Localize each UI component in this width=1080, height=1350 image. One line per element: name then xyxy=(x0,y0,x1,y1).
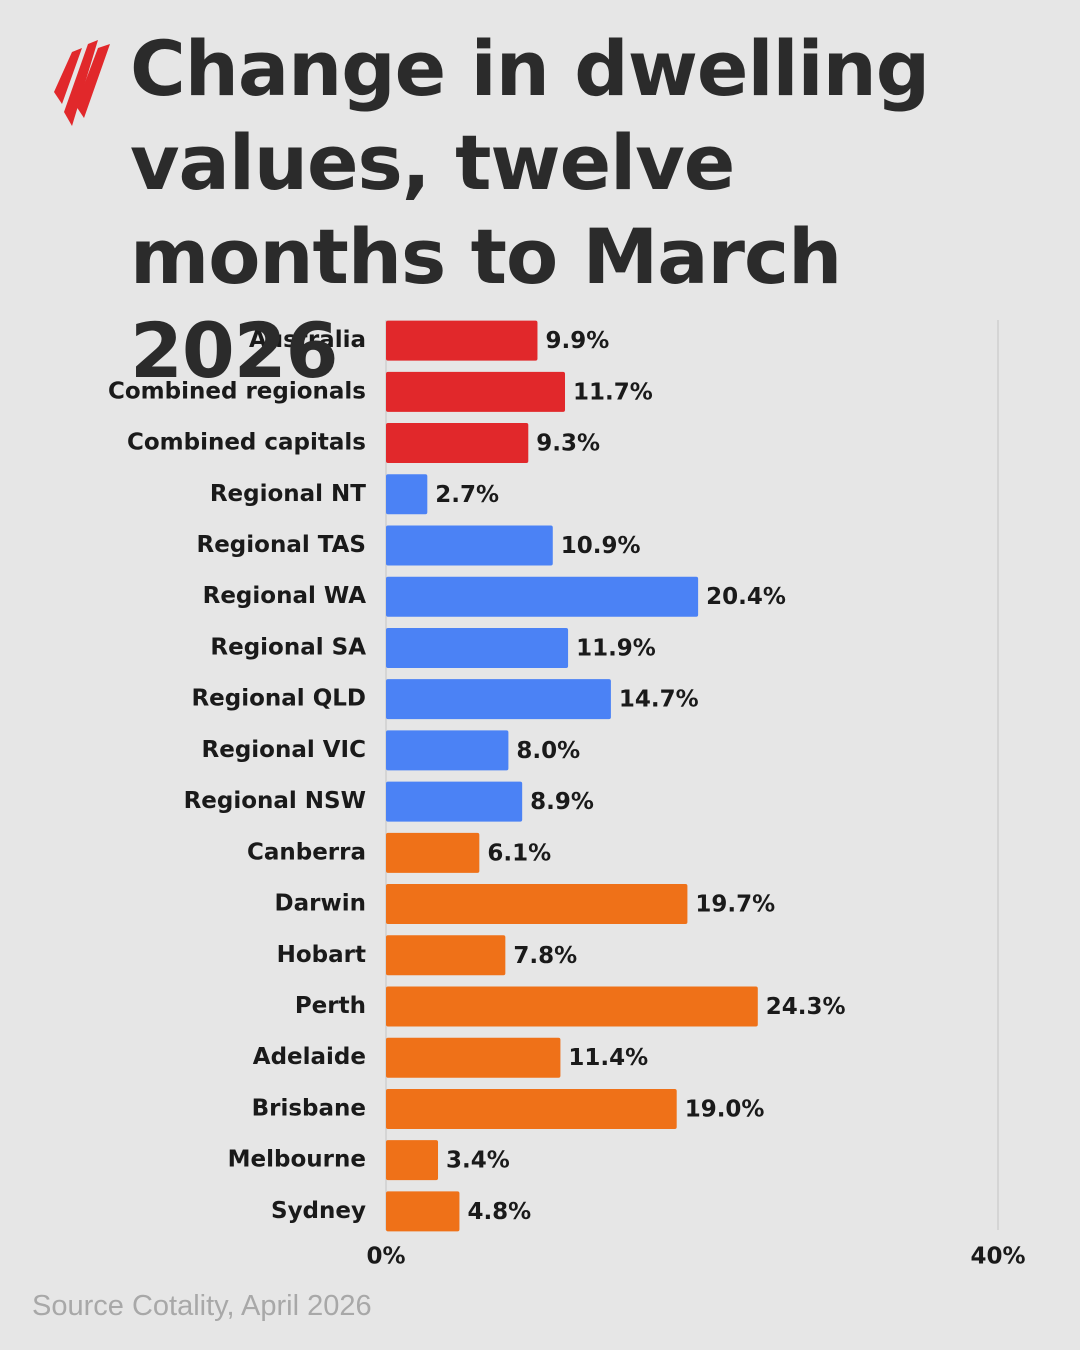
y-tick-label: Regional QLD xyxy=(191,686,366,712)
bar xyxy=(386,986,758,1027)
value-label: 11.4% xyxy=(568,1045,648,1071)
value-label: 9.3% xyxy=(536,431,600,457)
bar xyxy=(386,1037,561,1078)
y-tick-label: Regional TAS xyxy=(196,532,366,558)
value-label: 19.0% xyxy=(685,1096,765,1122)
y-tick-label: Regional NSW xyxy=(184,788,366,814)
y-tick-label: Canberra xyxy=(247,839,366,865)
value-label: 11.9% xyxy=(576,635,656,661)
y-tick-label: Regional VIC xyxy=(202,737,366,763)
value-label: 10.9% xyxy=(561,533,641,559)
bar xyxy=(386,1140,439,1181)
bar xyxy=(386,320,538,361)
y-tick-label: Brisbane xyxy=(252,1095,366,1121)
bar xyxy=(386,1088,677,1129)
bar xyxy=(386,627,569,668)
bar xyxy=(386,525,553,566)
value-label: 7.8% xyxy=(513,943,577,969)
bar xyxy=(386,576,699,617)
y-tick-label: Australia xyxy=(249,327,366,353)
value-label: 8.0% xyxy=(516,738,580,764)
y-tick-label: Hobart xyxy=(277,942,366,968)
value-label: 3.4% xyxy=(446,1148,510,1174)
x-tick-label: 0% xyxy=(366,1244,405,1270)
bar xyxy=(386,781,523,822)
y-tick-label: Adelaide xyxy=(253,1044,366,1070)
value-label: 20.4% xyxy=(706,584,786,610)
value-label: 24.3% xyxy=(766,994,846,1020)
bar xyxy=(386,1191,460,1232)
bar xyxy=(386,679,611,720)
bar xyxy=(386,832,480,873)
bar xyxy=(386,371,566,412)
chart-title: Change in dwelling values, twelve months… xyxy=(130,24,930,395)
logo xyxy=(54,40,110,126)
y-tick-label: Combined regionals xyxy=(108,378,366,404)
value-label: 19.7% xyxy=(695,892,775,918)
value-label: 14.7% xyxy=(619,687,699,713)
y-tick-label: Perth xyxy=(295,993,366,1019)
y-tick-label: Regional NT xyxy=(210,481,366,507)
y-tick-label: Darwin xyxy=(275,891,366,917)
value-label: 9.9% xyxy=(545,328,609,354)
bar xyxy=(386,730,509,771)
y-tick-label: Sydney xyxy=(271,1198,366,1224)
x-tick-label: 40% xyxy=(970,1244,1025,1270)
y-tick-label: Regional WA xyxy=(203,583,367,609)
bar xyxy=(386,935,506,976)
value-label: 11.7% xyxy=(573,379,653,405)
bar xyxy=(386,423,529,464)
bar xyxy=(386,884,688,925)
value-label: 2.7% xyxy=(435,482,499,508)
y-tick-label: Combined capitals xyxy=(127,430,366,456)
bar xyxy=(386,474,428,515)
y-tick-label: Regional SA xyxy=(210,634,366,660)
value-label: 8.9% xyxy=(530,789,594,815)
source-note: Source Cotality, April 2026 xyxy=(32,1290,372,1322)
value-label: 4.8% xyxy=(467,1199,531,1225)
value-label: 6.1% xyxy=(487,840,551,866)
y-tick-label: Melbourne xyxy=(228,1147,366,1173)
